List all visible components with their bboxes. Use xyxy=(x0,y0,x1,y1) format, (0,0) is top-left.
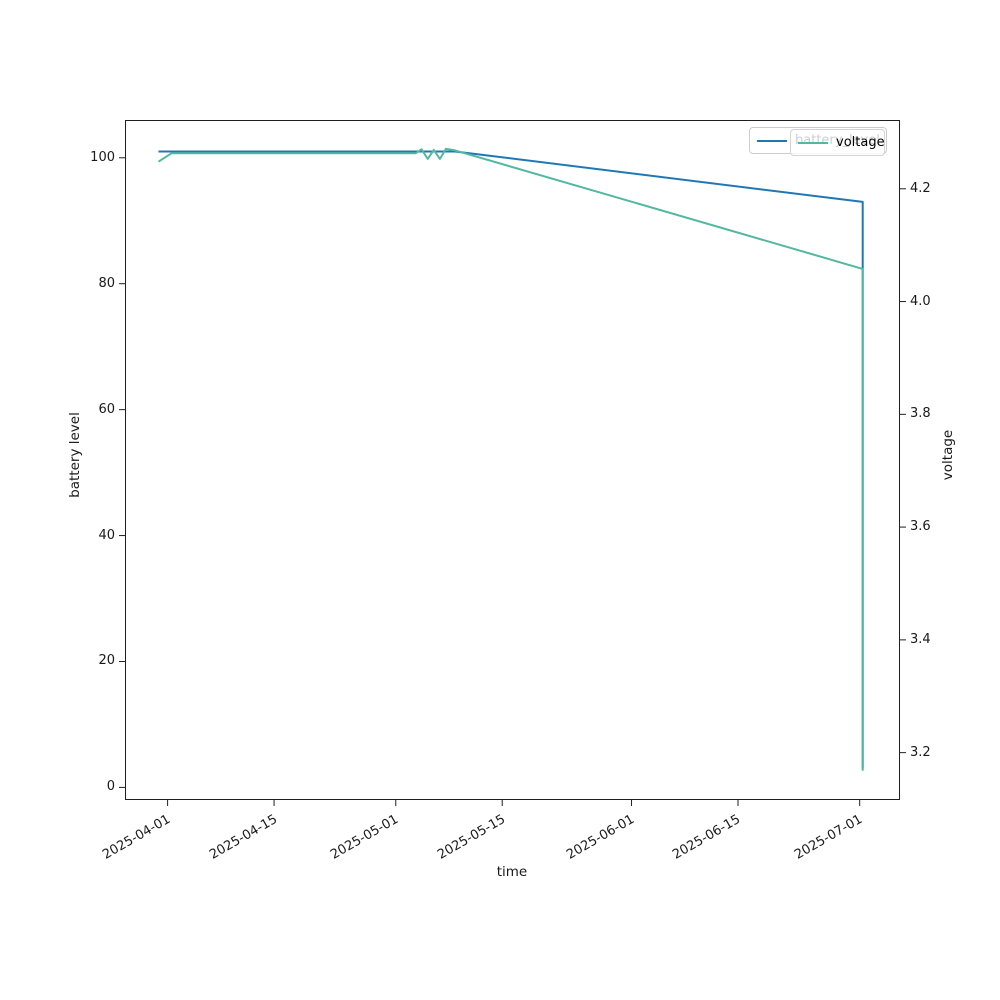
series-line-battery_level xyxy=(158,150,864,769)
y-left-tick-label: 40 xyxy=(98,527,115,543)
y-right-tick-label: 3.8 xyxy=(910,406,931,422)
y-right-tick-label: 3.4 xyxy=(910,631,931,647)
y-right-tick-label: 3.2 xyxy=(910,744,931,760)
y-right-tick-label: 3.6 xyxy=(910,519,931,535)
y-left-tick-label: 0 xyxy=(106,779,115,795)
series-line-voltage xyxy=(157,147,864,771)
plot-area xyxy=(125,120,900,800)
y-axis-label-left: battery level xyxy=(67,412,83,498)
legend-voltage: voltage xyxy=(790,129,885,156)
x-axis-label: time xyxy=(496,864,528,880)
y-axis-label-right: voltage xyxy=(940,429,956,481)
y-left-tick-label: 20 xyxy=(98,653,115,669)
legend-label-voltage: voltage xyxy=(836,135,885,150)
y-left-tick-label: 60 xyxy=(98,401,115,417)
y-left-tick-label: 80 xyxy=(98,275,115,291)
y-right-tick-label: 4.2 xyxy=(910,180,931,196)
y-left-tick-label: 100 xyxy=(90,149,115,165)
y-right-tick-label: 4.0 xyxy=(910,293,931,309)
legend-line-sample-battery-level xyxy=(757,139,787,142)
legend-line-sample-voltage xyxy=(798,141,828,144)
